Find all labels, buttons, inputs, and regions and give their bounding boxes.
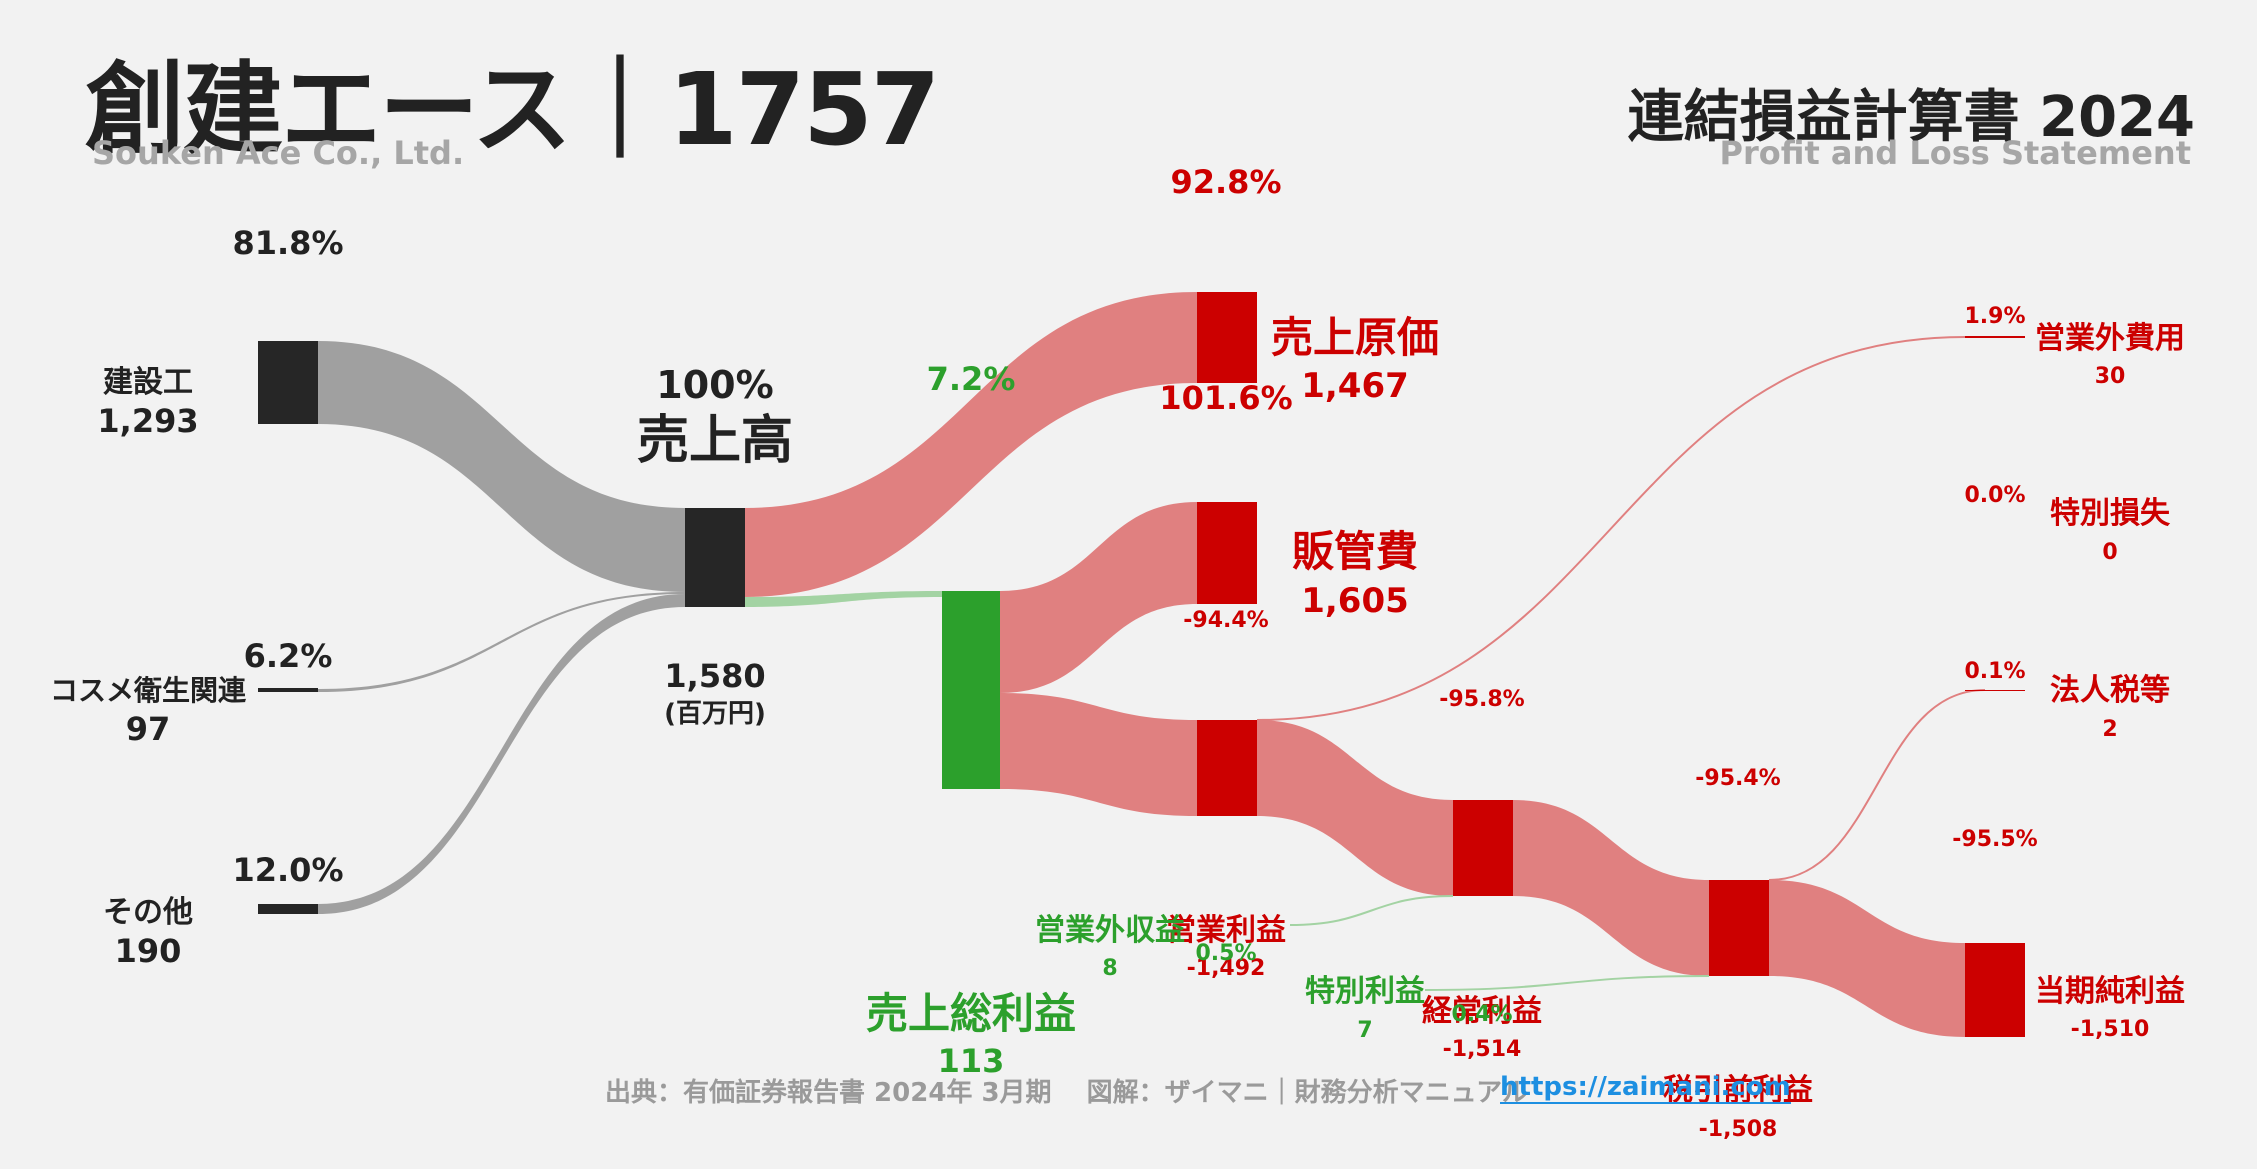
node-sga	[1197, 502, 1257, 604]
extraordinary-loss-pct: 0.0%	[1964, 483, 2025, 508]
node-cosme	[258, 688, 318, 692]
income-tax-value: 2	[2102, 717, 2117, 742]
node-gross-profit	[942, 591, 1000, 789]
operating-income-pct: -95.8%	[1439, 687, 1524, 712]
flow-non-op-expense	[1256, 336, 1966, 721]
income-tax-name: 法人税等	[2050, 673, 2170, 708]
flow-segment-construction	[318, 341, 685, 592]
extraordinary-income-pct: 0.4%	[1451, 1002, 1512, 1027]
node-income-tax	[1965, 690, 2025, 691]
flow-segment-cosme	[318, 592, 685, 692]
node-other	[258, 904, 318, 914]
segment-other-name: その他	[103, 895, 193, 930]
cost-of-sales-value: 1,467	[1301, 366, 1409, 406]
non-op-income-pct: 0.5%	[1195, 941, 1256, 966]
segment-other-pct: 12.0%	[232, 851, 343, 889]
net-income-name: 当期純利益	[2035, 974, 2185, 1009]
unit-label: (百万円)	[664, 699, 766, 729]
segment-construction-name: 建設工	[103, 365, 193, 400]
gross-profit-name: 売上総利益	[866, 989, 1076, 1038]
cost-of-sales-name: 売上原価	[1271, 313, 1439, 362]
extraordinary-income-name: 特別利益	[1305, 974, 1425, 1009]
net-income-value: -1,510	[2071, 1017, 2150, 1042]
flow-sga-operating	[1000, 693, 1197, 816]
flow-sga	[1000, 502, 1197, 693]
segment-other-value: 190	[115, 932, 182, 970]
flow-cost-of-sales	[744, 292, 1197, 597]
sga-pct: -94.4%	[1183, 608, 1268, 633]
flow-pretax-to-net	[1769, 880, 1965, 1037]
cost-of-sales-ratio: 101.6%	[1159, 379, 1292, 417]
ordinary-income-value: -1,514	[1443, 1037, 1522, 1062]
revenue-value: 1,580	[664, 657, 765, 695]
ordinary-income-pct: -95.4%	[1695, 766, 1780, 791]
company-title: 創建エース｜1757	[85, 51, 940, 168]
revenue-pct: 100%	[656, 363, 773, 407]
non-op-expense-pct: 1.9%	[1964, 304, 2025, 329]
node-construction	[258, 341, 318, 424]
sga-value: 1,605	[1301, 581, 1409, 621]
segment-construction-value: 1,293	[97, 402, 198, 440]
node-cost-of-sales	[1197, 292, 1257, 383]
flow-gross-profit	[744, 591, 942, 607]
footer-source: 出典：有価証券報告書 2024年 3月期 図解：ザイマニ｜財務分析マニュアル	[605, 1078, 1528, 1108]
flow-non-op-income	[1289, 895, 1454, 926]
operating-income-value: -1,492	[1187, 956, 1266, 981]
gross-profit-value: 113	[938, 1042, 1005, 1080]
segment-cosme-value: 97	[126, 710, 171, 748]
extraordinary-loss-value: 0	[2102, 540, 2117, 565]
flow-extraordinary-income	[1424, 975, 1710, 991]
income-tax-pct: 0.1%	[1964, 659, 2025, 684]
ordinary-income-name: 経常利益	[1422, 994, 1542, 1029]
non-op-expense-name: 営業外費用	[2035, 321, 2185, 356]
flow-operating-to-ordinary	[1257, 720, 1453, 896]
flow-income-tax	[1768, 689, 1986, 881]
revenue-name: 売上高	[637, 411, 793, 471]
non-op-income-name: 営業外収益	[1035, 913, 1185, 948]
sga-name: 販管費	[1292, 527, 1418, 576]
flow-ordinary-to-pretax	[1513, 800, 1709, 976]
node-revenue	[685, 508, 745, 607]
non-op-income-value: 8	[1102, 956, 1117, 981]
non-op-expense-value: 30	[2095, 364, 2126, 389]
statement-title: 連結損益計算書 2024	[1627, 85, 2195, 150]
segment-cosme-pct: 6.2%	[244, 637, 333, 675]
operating-income-name: 営業利益	[1166, 913, 1286, 948]
statement-title-en: Profit and Loss Statement	[1719, 134, 2191, 172]
extraordinary-income-value: 7	[1357, 1018, 1372, 1043]
flow-segment-other	[318, 594, 685, 914]
footer-link[interactable]: https://zaimani.com	[1500, 1072, 1791, 1104]
net-income-pct: -95.5%	[1952, 827, 2037, 852]
cost-of-sales-pct: 92.8%	[1170, 163, 1281, 201]
node-net-income	[1965, 943, 2025, 1037]
company-name-en: Souken Ace Co., Ltd.	[92, 134, 465, 172]
segment-construction-pct: 81.8%	[232, 224, 343, 262]
segment-cosme-name: コスメ衛生関連	[50, 674, 247, 707]
node-pretax-income	[1709, 880, 1769, 976]
pretax-income-value: -1,508	[1699, 1117, 1778, 1142]
gross-profit-pct: 7.2%	[927, 360, 1016, 398]
node-operating-income	[1197, 720, 1257, 816]
node-ordinary-income	[1453, 800, 1513, 896]
node-non-op-expense	[1965, 336, 2025, 338]
extraordinary-loss-name: 特別損失	[2050, 496, 2171, 531]
